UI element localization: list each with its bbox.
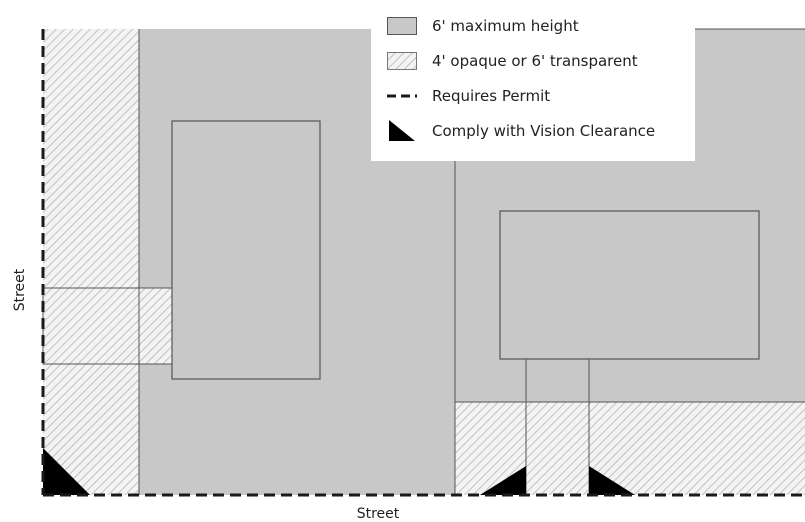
left-lot-driveway (42, 287, 173, 365)
legend-label: Requires Permit (432, 86, 551, 105)
hatched-swatch-icon (387, 51, 417, 70)
legend-label: 6' maximum height (432, 16, 579, 35)
solid-gray-swatch-icon (387, 16, 417, 35)
street-label-bottom: Street (356, 506, 400, 522)
dashed-line-icon (387, 94, 417, 97)
black-triangle-icon (389, 119, 415, 141)
vision-clearance-corner-triangle (43, 448, 90, 495)
legend-item-vision-clearance: Comply with Vision Clearance (371, 113, 695, 148)
legend-item-requires-permit: Requires Permit (371, 78, 695, 113)
vision-clearance-driveway-right-triangle (589, 466, 635, 495)
legend: 6' maximum height 4' opaque or 6' transp… (371, 0, 695, 161)
vision-clearance-driveway-left-triangle (480, 466, 526, 495)
street-label-left: Street (12, 268, 28, 312)
legend-item-max-height: 6' maximum height (371, 8, 695, 43)
left-lot-front-hatched-zone (43, 29, 139, 495)
legend-label: 4' opaque or 6' transparent (432, 51, 638, 70)
legend-item-opaque-transparent: 4' opaque or 6' transparent (371, 43, 695, 78)
legend-label: Comply with Vision Clearance (432, 121, 656, 140)
right-lot-house (499, 210, 760, 360)
left-lot-house (171, 120, 321, 380)
